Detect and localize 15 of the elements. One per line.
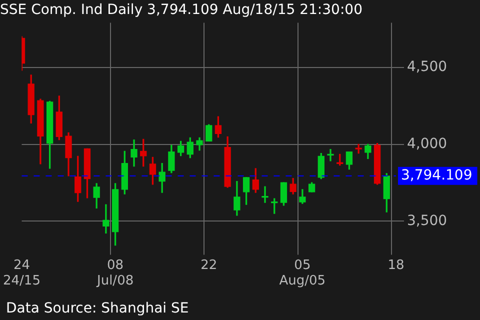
source-note: Data Source: Shanghai SE <box>6 300 189 317</box>
candlestick <box>327 149 334 162</box>
y-tick-label: 4,500 <box>407 59 448 76</box>
candlestick <box>102 204 110 234</box>
x-tick-label: 22 <box>200 258 218 273</box>
chart-title: SSE Comp. Ind Daily 3,794.109 Aug/18/15 21:30:00 <box>0 2 362 18</box>
x-tick-label: 24 24/15 <box>3 258 40 289</box>
candlestick <box>355 144 362 154</box>
ref-line-label: 3,794.109 <box>401 168 472 184</box>
candlestick <box>262 186 268 203</box>
x-tick-label: 05 Aug/05 <box>279 258 326 289</box>
x-tick-label: 18 <box>388 258 404 273</box>
y-tick-label: 4,000 <box>407 136 448 152</box>
y-tick-label: 3,500 <box>407 212 448 229</box>
x-tick-label: 08 Jul/08 <box>96 258 134 289</box>
